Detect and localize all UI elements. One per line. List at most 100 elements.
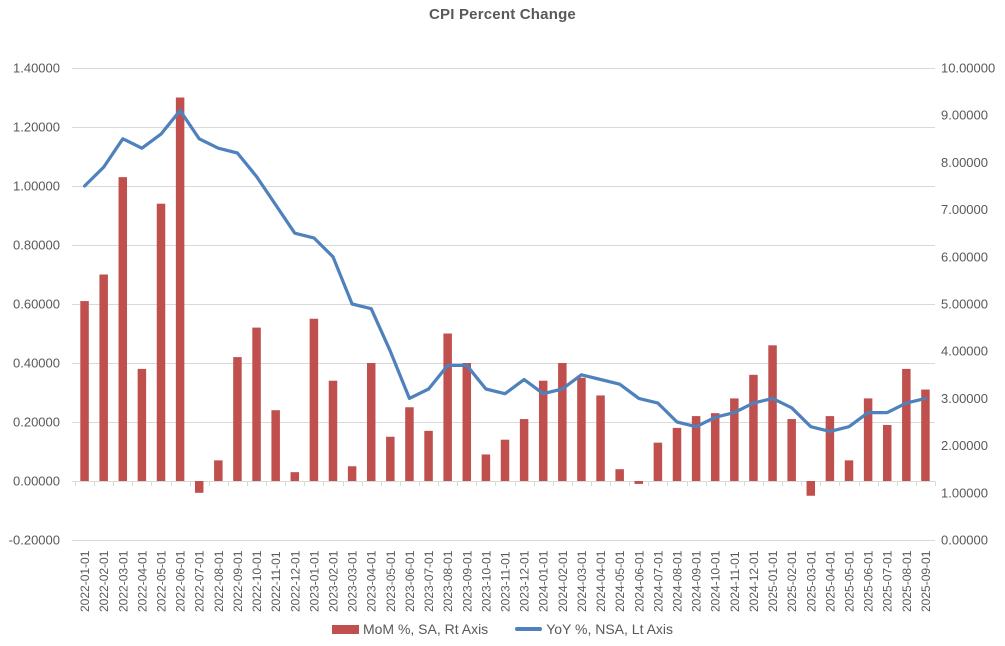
- x-axis-label: 2025-01-01: [766, 550, 780, 612]
- x-axis-label: 2024-12-01: [747, 550, 761, 612]
- bar: [233, 357, 242, 481]
- bar: [347, 466, 357, 481]
- x-axis-label: 2022-11-01: [269, 551, 283, 612]
- x-axis-label: 2024-02-01: [556, 550, 570, 612]
- bar: [519, 419, 529, 481]
- x-axis-label: 2023-07-01: [422, 550, 436, 612]
- chart-legend: MoM %, SA, Rt Axis YoY %, NSA, Lt Axis: [0, 615, 1005, 643]
- bar: [118, 177, 128, 481]
- right-axis-tick-label: 4.00000: [941, 344, 988, 359]
- right-axis-tick-label: 3.00000: [941, 391, 988, 406]
- bar: [615, 469, 624, 481]
- x-axis-label: 2022-04-01: [135, 550, 149, 612]
- right-axis-tick-label: 5.00000: [941, 297, 988, 312]
- x-axis-label: 2025-02-01: [785, 550, 799, 612]
- x-axis-label: 2022-03-01: [116, 550, 130, 612]
- x-axis-label: 2023-01-01: [307, 550, 321, 612]
- bar: [309, 318, 319, 481]
- bar: [538, 380, 548, 481]
- bar: [175, 97, 185, 481]
- bar: [194, 481, 204, 493]
- x-axis-label: 2024-10-01: [709, 550, 723, 612]
- legend-label-mom: MoM %, SA, Rt Axis: [362, 621, 489, 637]
- left-axis-tick-label: 1.00000: [13, 179, 60, 194]
- bar: [424, 430, 433, 481]
- bar: [653, 442, 663, 481]
- bar: [863, 398, 873, 481]
- plot-area: 1.40000 1.20000 1.00000 0.80000 0.60000 0.400…: [9, 61, 996, 613]
- x-axis-label: 2023-02-01: [327, 550, 341, 612]
- yoy-line: [82, 108, 928, 434]
- chart-title: CPI Percent Change: [429, 6, 576, 23]
- left-axis-tick-label: 0.40000: [13, 356, 60, 371]
- x-axis-label: 2022-08-01: [212, 550, 226, 612]
- bar: [921, 389, 930, 481]
- x-axis-label: 2023-03-01: [346, 550, 360, 612]
- legend-item-yoy: YoY %, NSA, Lt Axis: [515, 621, 673, 637]
- x-axis-label: 2025-03-01: [804, 550, 818, 612]
- x-axis-label: 2022-09-01: [231, 550, 245, 612]
- x-axis-label: 2023-11-01: [499, 551, 513, 612]
- right-axis-tick-label: 8.00000: [941, 155, 988, 170]
- bar: [596, 395, 605, 481]
- bar: [825, 416, 835, 481]
- x-axis-label: 2025-07-01: [881, 550, 895, 612]
- right-axis-tick-label: 1.00000: [941, 485, 988, 500]
- x-axis-label: 2023-06-01: [403, 550, 417, 612]
- bar: [156, 203, 166, 481]
- x-axis-label: 2025-09-01: [919, 550, 933, 612]
- bar: [137, 368, 147, 481]
- legend-label-yoy: YoY %, NSA, Lt Axis: [546, 621, 674, 637]
- bar: [806, 481, 816, 496]
- x-axis-label: 2022-02-01: [97, 550, 111, 612]
- x-axis-label: 2022-01-01: [78, 550, 92, 612]
- right-axis-tick-label: 7.00000: [941, 202, 988, 217]
- left-axis-tick-label: 0.20000: [13, 415, 60, 430]
- x-axis-label: 2024-11-01: [728, 551, 742, 612]
- x-axis-label: 2023-09-01: [460, 550, 474, 612]
- bar: [558, 363, 567, 481]
- x-axis-label: 2024-01-01: [537, 550, 551, 612]
- x-axis-label: 2023-05-01: [384, 550, 398, 612]
- right-axis-tick-label: 2.00000: [941, 438, 988, 453]
- x-axis-label: 2025-06-01: [862, 550, 876, 612]
- bar: [672, 427, 682, 481]
- x-axis-label: 2022-12-01: [288, 550, 302, 612]
- left-axis-tick-label: 0.00000: [13, 474, 60, 489]
- bar: [214, 460, 223, 481]
- bar: [730, 398, 739, 481]
- x-axis-label: 2022-06-01: [174, 550, 188, 612]
- x-axis-label: 2025-04-01: [823, 550, 837, 612]
- legend-bar-swatch-icon: [331, 624, 359, 634]
- right-axis-tick-label: 10.00000: [941, 61, 995, 76]
- x-axis-label: 2022-07-01: [193, 550, 207, 612]
- left-axis-tick-label: -0.20000: [9, 533, 60, 548]
- x-axis-label: 2024-05-01: [613, 550, 627, 612]
- x-axis-label: 2025-05-01: [843, 550, 857, 612]
- x-axis-label: 2025-08-01: [900, 550, 914, 612]
- bar: [271, 410, 280, 481]
- bar: [634, 481, 644, 484]
- left-axis-tick-label: 1.20000: [13, 120, 60, 135]
- bar: [691, 416, 701, 481]
- bar: [787, 419, 796, 481]
- bar: [252, 327, 261, 481]
- x-axis-label: 2023-08-01: [441, 550, 455, 612]
- legend-line-swatch-icon: [515, 627, 543, 631]
- x-axis-label: 2024-04-01: [594, 550, 608, 612]
- left-axis-tick-label: 0.80000: [13, 238, 60, 253]
- bar: [366, 363, 376, 481]
- bar: [481, 454, 491, 481]
- bar: [749, 374, 758, 481]
- bar: [99, 274, 108, 481]
- bar: [462, 363, 472, 481]
- x-axis-label: 2024-07-01: [651, 550, 665, 612]
- x-axis-label: 2022-05-01: [155, 550, 169, 612]
- bar: [290, 472, 300, 481]
- bar: [577, 377, 586, 481]
- x-axis-label: 2023-10-01: [479, 550, 493, 612]
- right-axis-tick-label: 0.00000: [941, 533, 988, 548]
- bar: [328, 380, 338, 481]
- bar: [405, 407, 414, 481]
